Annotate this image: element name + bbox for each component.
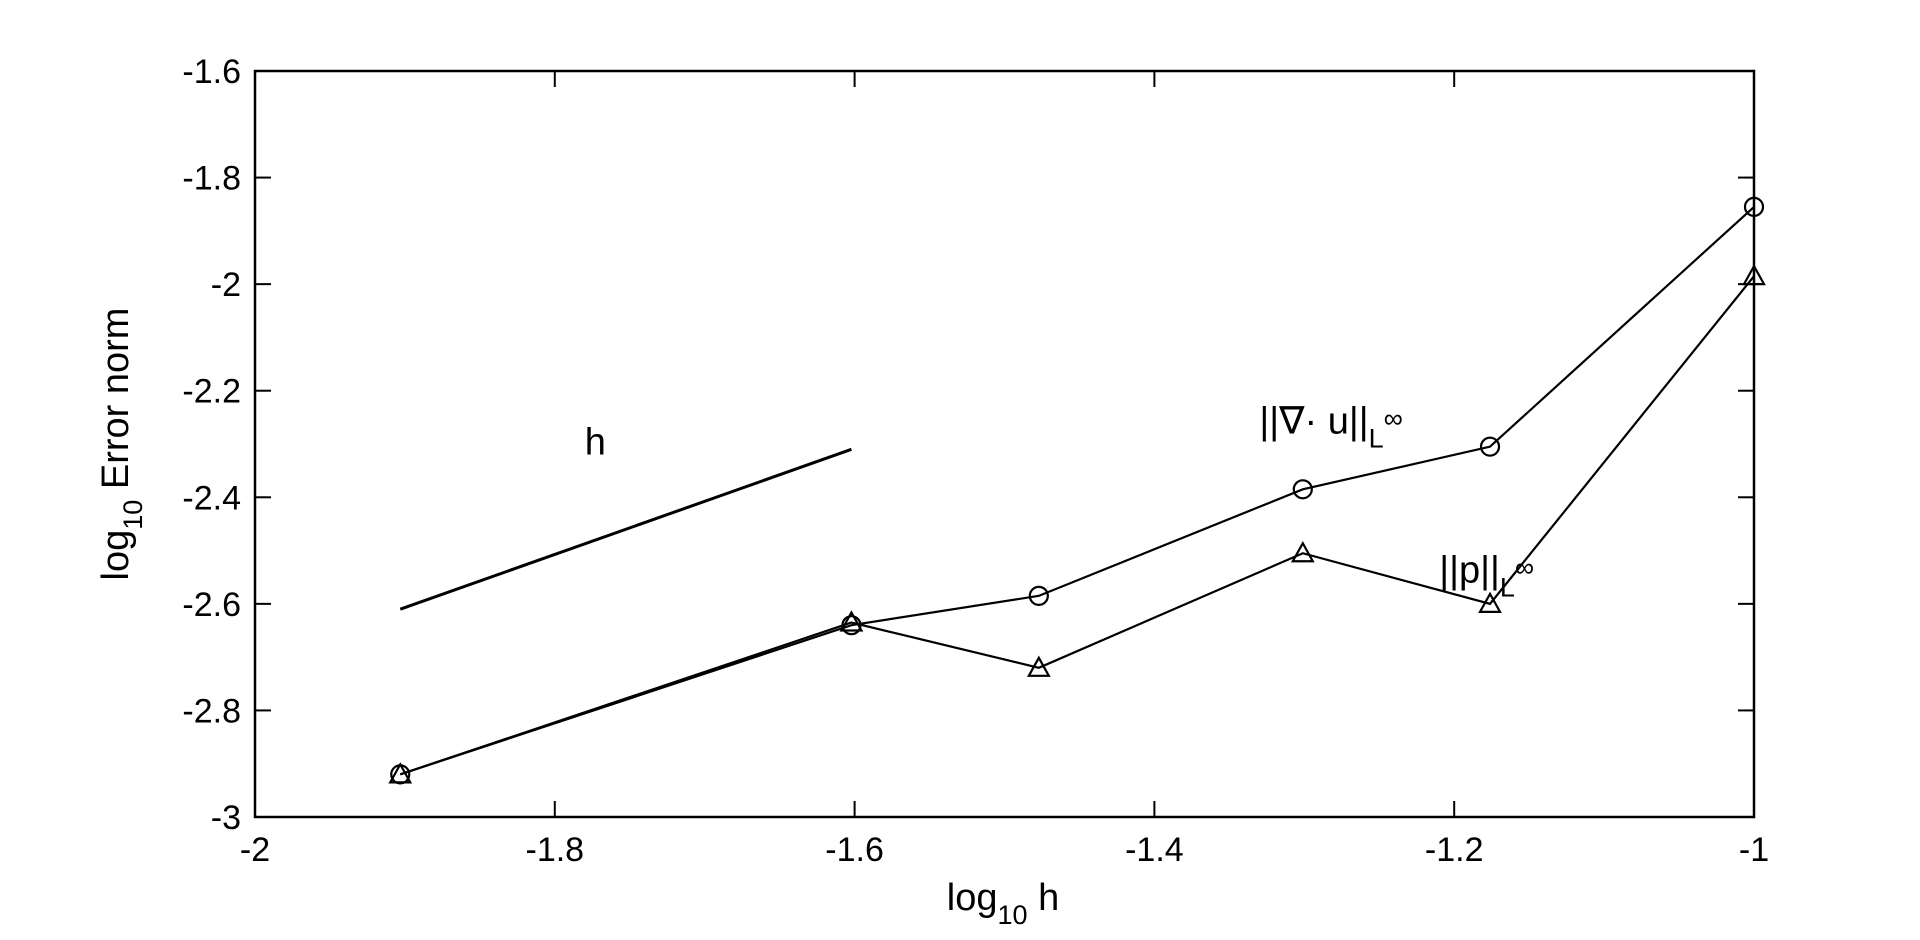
triangle-marker: [1026, 655, 1051, 677]
series-group: [388, 196, 1766, 785]
x-axis-label-tail: h: [1028, 877, 1060, 919]
y-tick-label: -1.6: [182, 53, 241, 91]
ticks-group: -2 -1.8 -1.6 -1.4 -1.2 -1 -1.6 -1.8 -2 -2.2 -2.4 -2…: [182, 53, 1769, 869]
triangle-marker: [388, 762, 413, 784]
circle-marker: [1292, 479, 1313, 500]
triangle-marker: [1290, 540, 1315, 563]
y-tick-label: -2.8: [182, 692, 241, 730]
plot-area: [253, 69, 1756, 819]
x-tick-label: -1.6: [825, 831, 884, 869]
series-annotation: ||∇· u||L∞: [1259, 400, 1403, 453]
y-tick-label: -2: [211, 266, 241, 304]
y-axis-label-sub: 10: [118, 500, 148, 530]
circle-marker: [1028, 585, 1049, 606]
series-line: [399, 206, 1755, 776]
y-axis-label: log10 Error norm: [95, 308, 148, 581]
x-axis-label-sub: 10: [997, 900, 1027, 930]
x-tick-label: -1.4: [1125, 831, 1184, 869]
y-tick-label: -2.6: [182, 586, 241, 624]
y-tick-label: -2.2: [182, 373, 241, 411]
series-line: [399, 447, 852, 611]
y-tick-label: -2.4: [182, 479, 241, 517]
x-tick-label: -2: [240, 831, 270, 869]
triangle-marker: [1742, 263, 1766, 286]
series-line: [399, 275, 1755, 776]
triangle-marker: [839, 610, 864, 632]
series-annotation: ||p||L∞: [1439, 550, 1534, 603]
annotations-group: ||∇· u||L∞ ||p||L∞ h: [585, 400, 1534, 602]
y-axis-label-tail: Error norm: [95, 308, 137, 500]
triangle-marker: [1478, 591, 1502, 613]
x-tick-label: -1: [1739, 831, 1769, 869]
series-annotation: h: [585, 422, 606, 464]
x-tick-label: -1.8: [526, 831, 585, 869]
circle-marker: [1743, 196, 1765, 217]
y-tick-label: -3: [211, 799, 241, 837]
circle-marker: [1479, 436, 1501, 457]
x-axis-label: log10 h: [947, 877, 1059, 930]
y-tick-label: -1.8: [182, 160, 241, 198]
x-tick-label: -1.2: [1425, 831, 1484, 869]
